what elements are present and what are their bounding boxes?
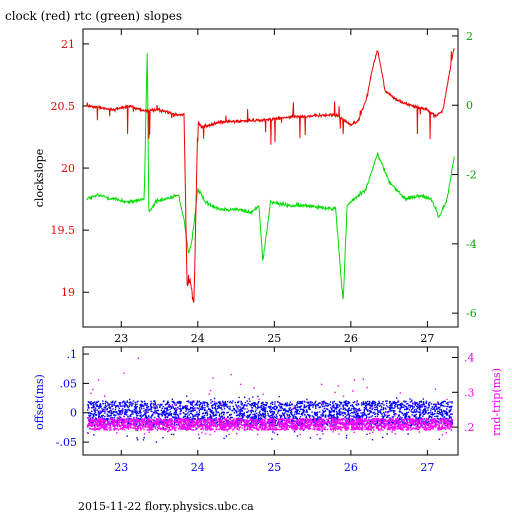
offset-x-tick-label: 23 (114, 461, 128, 474)
slope-y2-tick-label: 2 (466, 30, 473, 43)
footer-text: 2015-11-22 flory.physics.ubc.ca (78, 500, 254, 512)
slope-y-tick-label: 20.5 (51, 100, 76, 113)
slope-y-tick-label: 19.5 (51, 224, 76, 237)
offset-chart-ylabel: offset(ms) (33, 374, 46, 430)
offset-y-tick-label: .05 (60, 377, 78, 390)
clock-series-line (86, 48, 455, 303)
offset-y-tick-label: -.05 (56, 436, 77, 449)
slope-y2-tick-label: 0 (466, 99, 473, 112)
slope-y-tick-label: 19 (61, 286, 75, 299)
slope-y-tick-label: 21 (61, 38, 75, 51)
offset-y2-tick-label: .3 (464, 386, 475, 399)
offset-x-tick-label: 27 (420, 461, 434, 474)
page-title: clock (red) rtc (green) slopes (5, 9, 182, 23)
rndtrip-series-points (86, 357, 454, 436)
offset-chart-y2label: rnd-trip(ms) (490, 368, 503, 436)
offset-x-tick-label: 24 (191, 461, 205, 474)
slope-chart-ylabel: clockslope (33, 149, 46, 207)
slope-y-tick-label: 20 (61, 162, 75, 175)
slope-x-tick-label: 25 (267, 332, 281, 345)
slope-chart-axes: 23 24 25 26 27 19 19.5 20 20.5 21 -6 -4 -2 0 2 (51, 29, 477, 345)
offset-x-tick-label: 25 (267, 461, 281, 474)
offset-y2-tick-label: .2 (464, 421, 475, 434)
slope-x-tick-label: 26 (344, 332, 358, 345)
slope-y2-tick-label: -4 (466, 238, 477, 251)
offset-chart: offset(ms) rnd-trip(ms) 23 24 25 26 27 -.05 0.… (33, 346, 503, 474)
offset-series-points (87, 395, 454, 443)
slope-chart-series (86, 48, 455, 303)
slope-x-tick-label: 27 (420, 332, 434, 345)
slope-chart-frame (82, 28, 459, 328)
offset-x-tick-label: 26 (344, 461, 358, 474)
slope-x-tick-label: 24 (191, 332, 205, 345)
offset-y-tick-label: 0 (70, 407, 77, 420)
slope-y2-tick-label: -2 (466, 169, 477, 182)
slope-x-tick-label: 23 (114, 332, 128, 345)
offset-chart-frame (82, 346, 459, 456)
offset-chart-series (86, 357, 454, 443)
slope-y2-tick-label: -6 (466, 307, 477, 320)
offset-y-tick-label: .1 (67, 348, 78, 361)
offset-chart-axes: 23 24 25 26 27 -.05 0 .05 .1 .2 .3 .4 (56, 347, 475, 474)
rtc-series-line (86, 53, 455, 300)
slope-chart: clockslope 23 24 25 26 271919.52020.521-6-4-… (33, 28, 477, 345)
offset-y2-tick-label: .4 (464, 351, 475, 364)
